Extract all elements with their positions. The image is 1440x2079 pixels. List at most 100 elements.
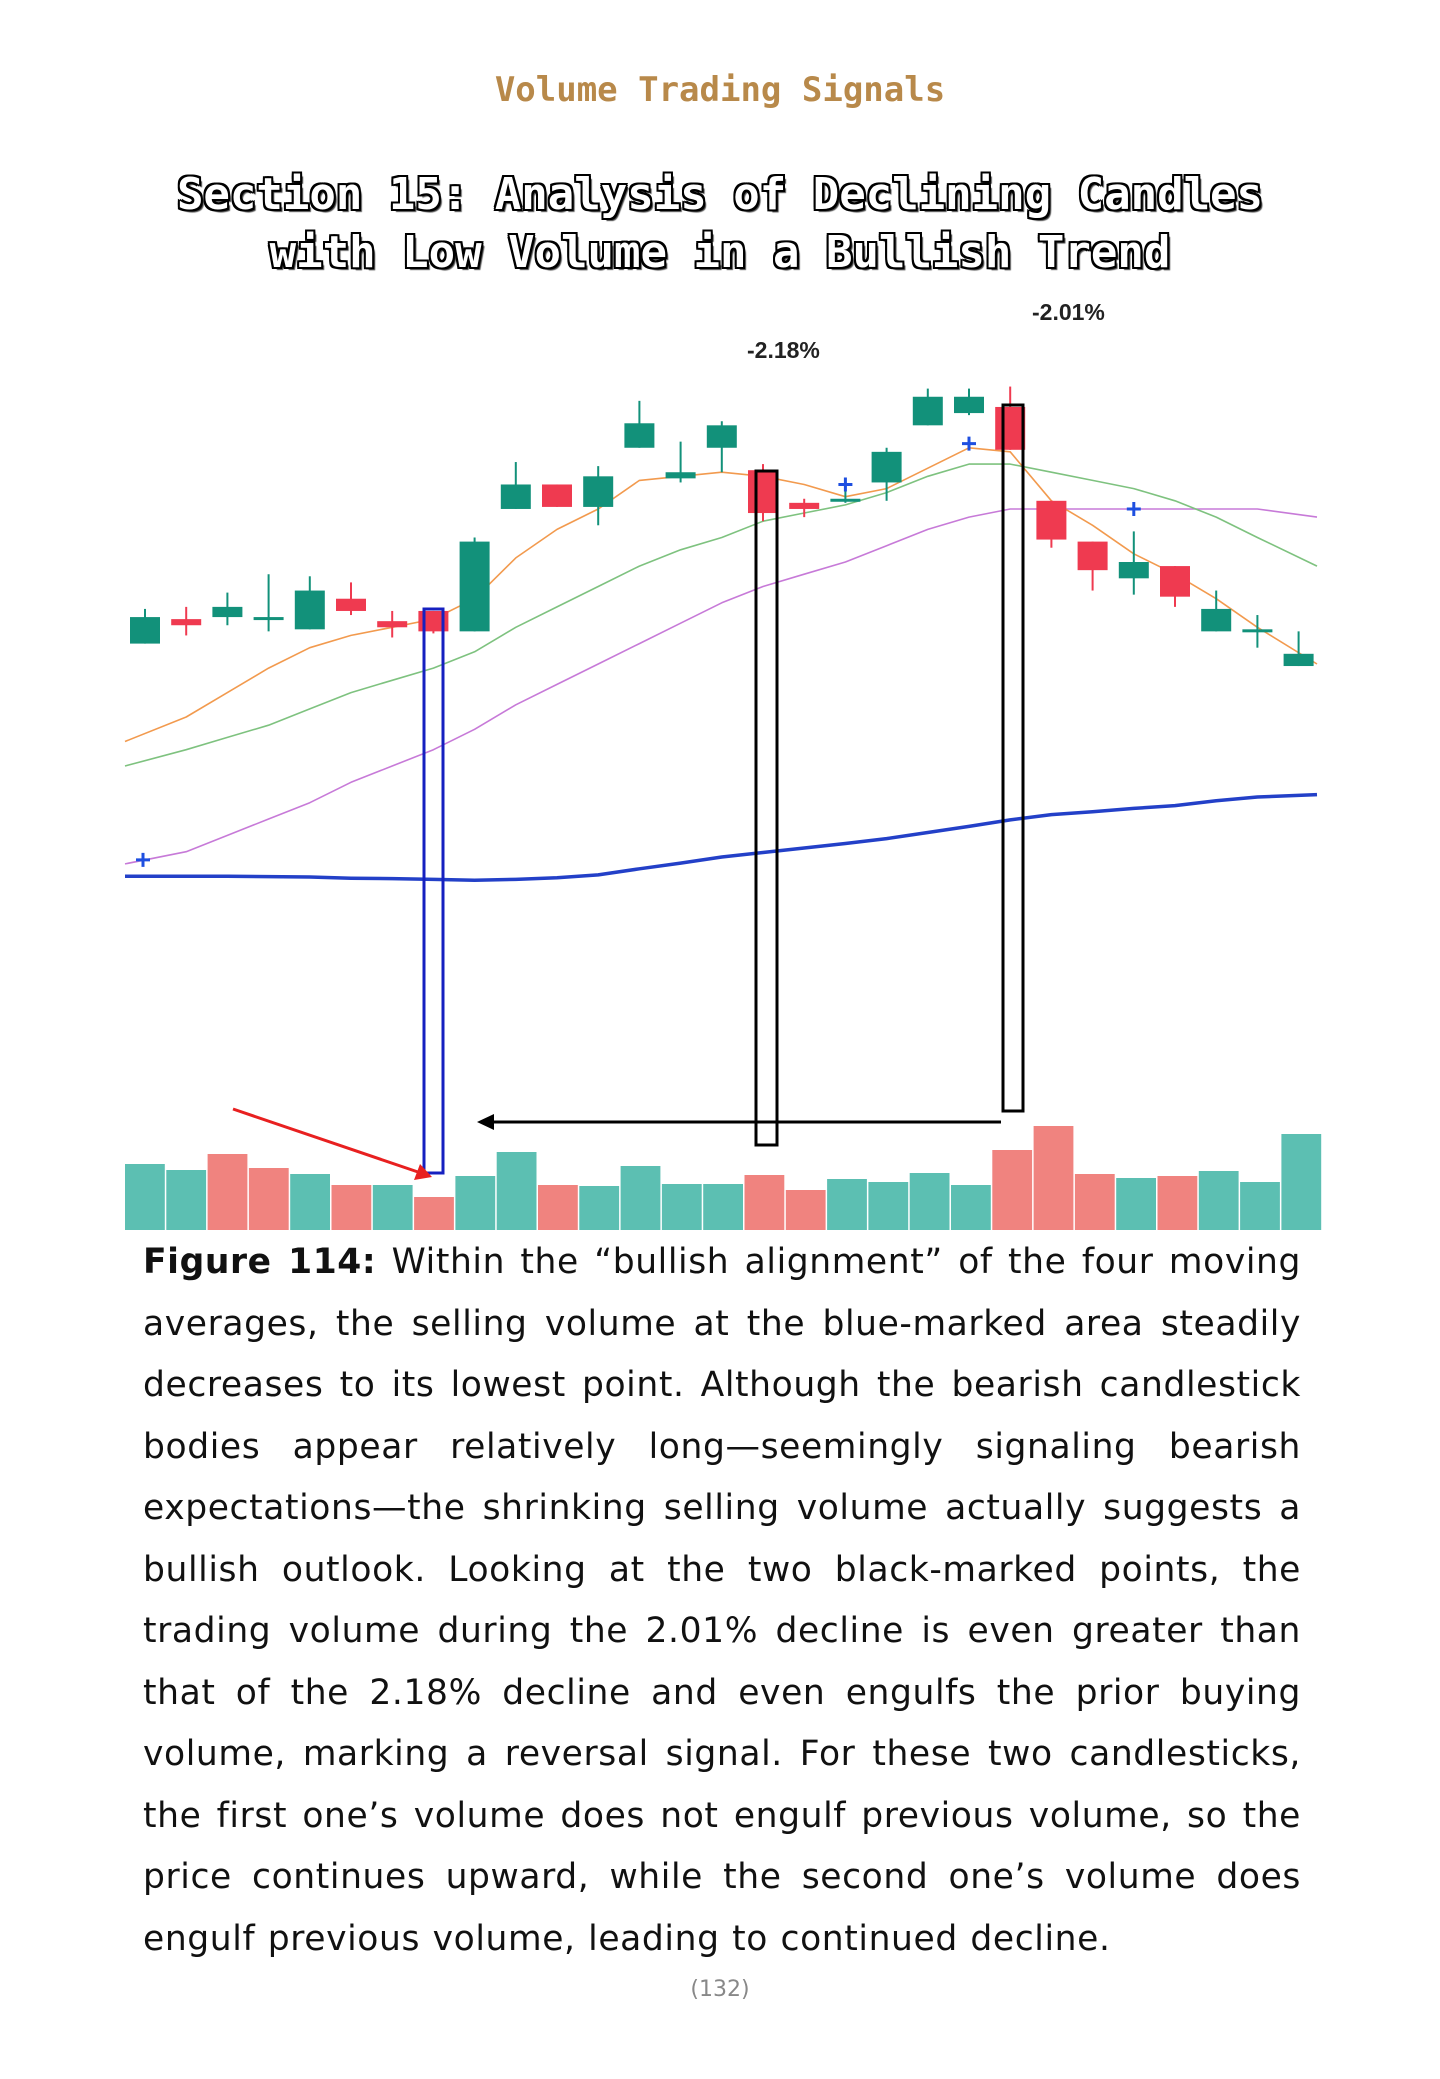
- candle-body: [542, 484, 572, 507]
- chart-markers: [136, 403, 1141, 1180]
- candle: [1160, 566, 1190, 607]
- candle: [1118, 531, 1149, 595]
- candlestick-volume-chart: -2.18% -2.01%: [124, 299, 1322, 1230]
- candle-body: [212, 606, 243, 618]
- candle: [665, 441, 696, 483]
- black-highlight-box: [754, 469, 779, 1147]
- candle: [418, 610, 449, 634]
- candle-body: [130, 617, 160, 644]
- volume-bar: [166, 1170, 207, 1230]
- candle: [377, 610, 408, 638]
- plus-marker-icon: [1126, 501, 1141, 516]
- candle: [294, 576, 325, 630]
- candle: [995, 386, 1026, 450]
- section-title-line2: with Low Volume in a Bullish Trend: [269, 227, 1171, 278]
- plus-marker-icon: [962, 436, 976, 451]
- pct-change-label: -2.01%: [1032, 299, 1105, 325]
- candle-body: [294, 590, 325, 630]
- figure-caption-text: Within the “bullish alignment” of the fo…: [143, 1242, 1301, 1959]
- candle-body: [500, 484, 531, 509]
- candle: [542, 484, 572, 507]
- book-title: Volume Trading Signals: [494, 70, 946, 110]
- red-arrowhead-icon: [414, 1164, 432, 1180]
- volume-bar: [744, 1175, 785, 1230]
- candle-body: [995, 406, 1026, 450]
- volume-bars: [125, 1126, 1322, 1230]
- ma-mid-line: [124, 463, 1318, 767]
- volume-bar: [579, 1186, 620, 1230]
- candle: [912, 388, 943, 426]
- volume-bar: [1198, 1171, 1239, 1230]
- candle-body: [459, 541, 490, 632]
- candle: [212, 592, 243, 626]
- candle-body: [748, 470, 778, 514]
- volume-bar: [703, 1184, 743, 1230]
- volume-bar: [868, 1182, 909, 1230]
- red-arrow-line: [232, 1107, 419, 1174]
- candle: [789, 498, 820, 518]
- candle: [706, 421, 737, 473]
- candles: [130, 386, 1314, 667]
- volume-bar: [1033, 1126, 1074, 1230]
- figure-caption: Figure 114: Within the “bullish alignmen…: [143, 1232, 1301, 1970]
- candle-body: [1118, 562, 1149, 579]
- candle: [583, 466, 614, 526]
- candle-body: [1160, 566, 1190, 597]
- candle: [500, 462, 531, 509]
- volume-bar: [125, 1164, 165, 1230]
- candle-body: [954, 396, 984, 414]
- candle: [871, 447, 902, 501]
- chart-annotations: -2.18% -2.01%: [747, 299, 1105, 363]
- candle: [1283, 631, 1314, 667]
- section-title-line1: Section 15: Analysis of Declining Candle…: [176, 169, 1264, 220]
- candle-body: [1077, 541, 1108, 571]
- plus-marker-icon: [136, 852, 150, 867]
- candle: [624, 400, 655, 448]
- black-arrowhead-icon: [477, 1114, 494, 1130]
- volume-bar: [951, 1185, 991, 1230]
- candle-body: [706, 425, 737, 448]
- candle-body: [912, 396, 943, 426]
- candle-body: [253, 617, 284, 621]
- volume-bar: [1074, 1174, 1115, 1230]
- candle-body: [336, 598, 366, 611]
- volume-bar: [909, 1173, 950, 1230]
- black-highlight-box: [1001, 403, 1025, 1113]
- volume-bar: [538, 1185, 578, 1230]
- plus-marker-icon: [838, 477, 853, 492]
- candle-body: [871, 451, 902, 483]
- volume-bar: [290, 1174, 330, 1230]
- section-title: Section 15: Analysis of Declining Candle…: [0, 166, 1440, 282]
- candle: [1242, 615, 1273, 648]
- candle-body: [583, 476, 614, 507]
- volume-bar: [455, 1176, 496, 1230]
- candle-body: [377, 621, 408, 628]
- volume-bar: [372, 1185, 413, 1230]
- candle-body: [830, 498, 861, 502]
- candle-body: [1201, 608, 1232, 632]
- candle-body: [789, 502, 820, 509]
- moving-averages: [124, 446, 1318, 882]
- figure-label: Figure 114:: [143, 1242, 377, 1282]
- volume-bar: [414, 1197, 454, 1230]
- candle-body: [624, 423, 655, 448]
- volume-bar: [1116, 1178, 1156, 1230]
- candle: [336, 582, 366, 616]
- candle: [253, 574, 284, 632]
- candle: [459, 537, 490, 632]
- volume-bar: [496, 1152, 537, 1230]
- volume-bar: [992, 1150, 1033, 1230]
- ma-long-line: [125, 792, 1318, 882]
- candle: [748, 464, 778, 522]
- volume-bar: [827, 1179, 867, 1230]
- volume-bar: [1281, 1134, 1322, 1230]
- volume-bar: [248, 1168, 289, 1230]
- candle: [130, 608, 160, 644]
- page-number: (132): [690, 1977, 750, 2002]
- volume-bar: [1157, 1176, 1198, 1230]
- candle-body: [1242, 629, 1273, 633]
- candle: [1077, 541, 1108, 591]
- volume-bar: [620, 1166, 661, 1230]
- blue-highlight-box: [422, 607, 445, 1175]
- volume-bar: [207, 1154, 248, 1230]
